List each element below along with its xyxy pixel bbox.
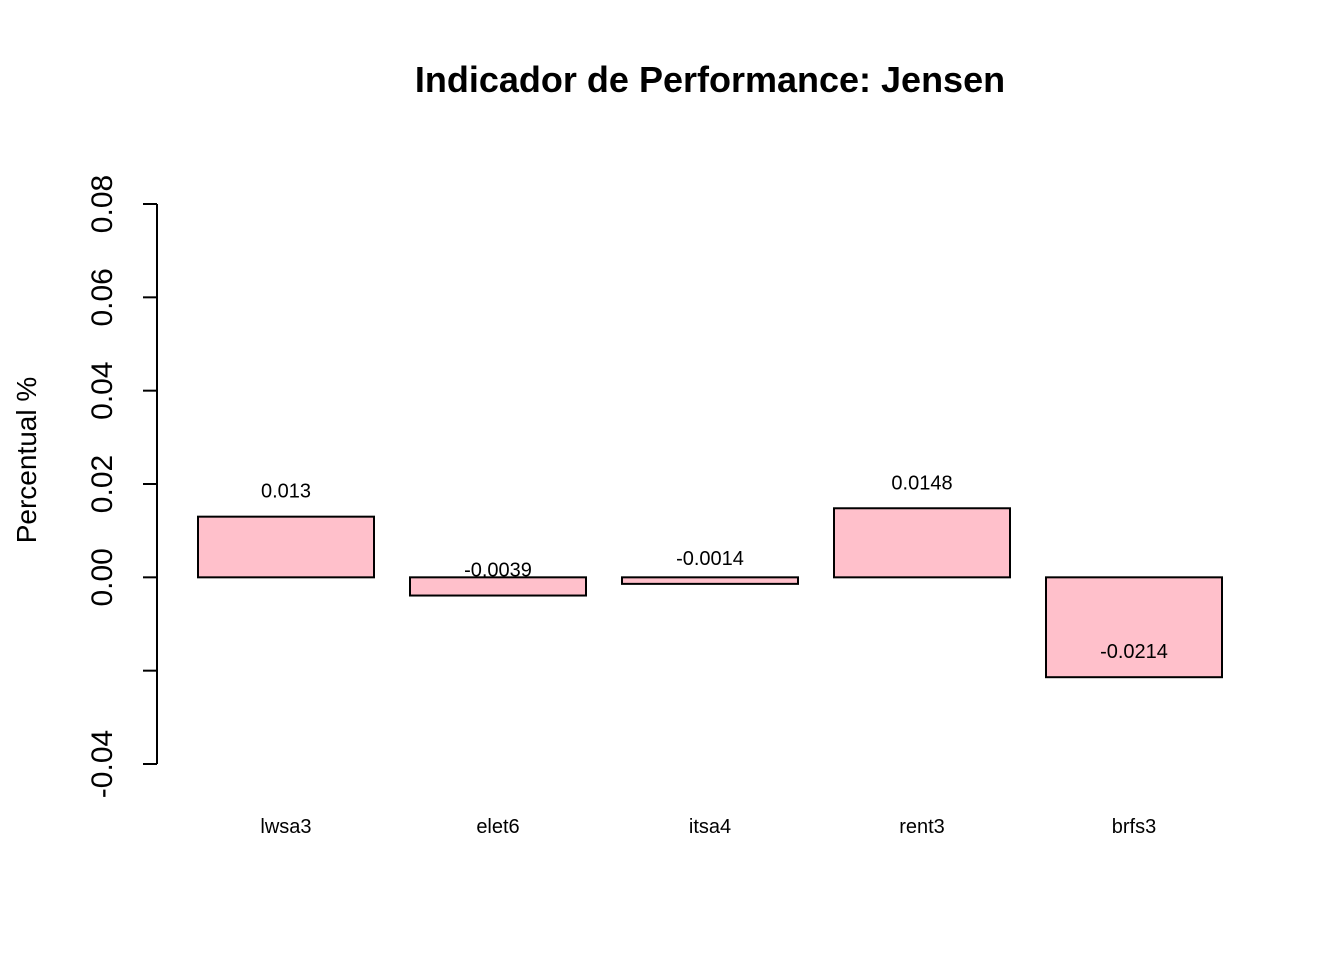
y-tick-label: 0.06	[86, 268, 119, 326]
chart-title: Indicador de Performance: Jensen	[415, 59, 1005, 100]
bar-elet6	[409, 576, 587, 597]
category-label-elet6: elet6	[476, 816, 519, 838]
data-labels: 0.013 -0.0039 -0.0014 0.0148 -0.0214	[261, 472, 1168, 663]
category-labels: lwsa3 elet6 itsa4 rent3 brfs3	[260, 816, 1156, 838]
y-tick-label: 0.00	[86, 548, 119, 606]
y-tick-label: -0.04	[86, 730, 119, 798]
y-tick-label: 0.02	[86, 455, 119, 513]
y-axis-label: Percentual %	[11, 377, 42, 544]
bar-lwsa3	[197, 515, 375, 579]
data-label-itsa4: -0.0014	[676, 548, 744, 570]
category-label-lwsa3: lwsa3	[260, 816, 311, 838]
data-label-lwsa3: 0.013	[261, 481, 311, 503]
data-label-rent3: 0.0148	[891, 472, 952, 494]
category-label-brfs3: brfs3	[1112, 816, 1156, 838]
category-label-itsa4: itsa4	[689, 816, 731, 838]
bar-itsa4	[621, 576, 799, 585]
category-label-rent3: rent3	[899, 816, 945, 838]
bars	[197, 507, 1223, 679]
y-tick-label: 0.08	[86, 175, 119, 233]
data-label-elet6: -0.0039	[464, 560, 532, 582]
bar-brfs3	[1045, 576, 1223, 679]
bar-rent3	[833, 507, 1011, 579]
y-tick-label: 0.04	[86, 361, 119, 419]
data-label-brfs3: -0.0214	[1100, 641, 1168, 663]
y-axis-ticks: -0.04 0.00 0.02 0.04 0.06 0.08	[86, 175, 157, 798]
